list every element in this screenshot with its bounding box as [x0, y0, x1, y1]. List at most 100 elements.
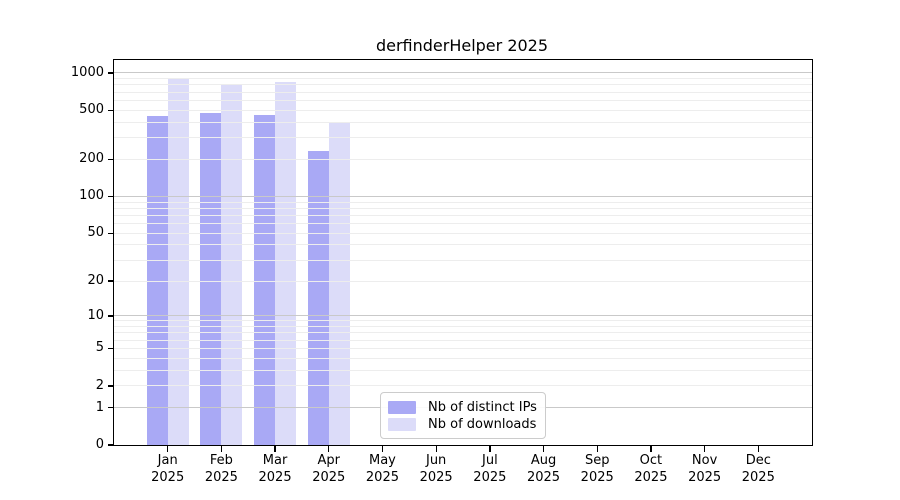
x-tick-mar	[274, 446, 276, 452]
chart-title: derfinderHelper 2025	[375, 36, 549, 55]
x-tick-month: Jun	[425, 453, 447, 468]
x-tick-year: 2025	[688, 470, 722, 485]
x-tick-label-nov: Nov 2025	[675, 452, 735, 486]
x-tick-jan	[167, 446, 169, 452]
legend: Nb of distinct IPs Nb of downloads	[380, 392, 546, 439]
x-tick-label-sep: Sep 2025	[567, 452, 627, 486]
y-tick-label-20: 20	[87, 273, 104, 288]
gridline-5	[114, 347, 812, 349]
gridline-100	[114, 195, 812, 197]
x-tick-month: Aug	[530, 453, 557, 468]
x-tick-month: Jul	[482, 453, 498, 468]
gridline-2	[114, 385, 812, 387]
y-tick-label-2: 2	[95, 377, 104, 393]
gridline-9	[114, 320, 812, 322]
x-tick-label-feb: Feb 2025	[191, 452, 251, 486]
x-tick-month: Sep	[584, 453, 610, 468]
x-tick-label-aug: Aug 2025	[514, 452, 574, 486]
y-tick-1000	[108, 72, 114, 74]
bar-feb-downloads	[221, 84, 243, 445]
y-tick-5	[108, 347, 114, 350]
x-tick-month: Feb	[209, 453, 233, 468]
gridline-300	[114, 137, 812, 139]
legend-swatch-downloads	[388, 417, 416, 431]
x-tick-label-jun: Jun 2025	[406, 452, 466, 486]
y-tick-label-500: 500	[79, 102, 104, 118]
x-tick-aug	[542, 446, 545, 452]
gridline-3	[114, 369, 812, 371]
y-tick-20	[108, 280, 114, 282]
x-tick-year: 2025	[634, 470, 668, 485]
x-tick-year: 2025	[312, 470, 346, 485]
x-tick-year: 2025	[526, 470, 561, 485]
bar-jan-downloads	[167, 77, 189, 445]
x-tick-label-jul: Jul 2025	[460, 452, 520, 486]
gridline-400	[114, 121, 812, 123]
y-tick-label-5: 5	[95, 340, 104, 356]
x-tick-oct	[650, 446, 652, 452]
x-tick-jul	[489, 446, 491, 452]
bar-apr-distinct-ips	[307, 150, 329, 445]
bar-feb-distinct-ips	[200, 113, 222, 445]
gridline-7	[114, 332, 812, 334]
gridline-10	[114, 315, 812, 317]
x-tick-month: Mar	[262, 453, 288, 468]
y-tick-200	[108, 158, 114, 161]
y-tick-label-0: 0	[95, 437, 104, 452]
plot-area: Nb of distinct IPs Nb of downloads	[113, 59, 813, 446]
y-tick-label-1: 1	[95, 399, 104, 415]
y-tick-label-50: 50	[87, 225, 104, 241]
legend-label-distinct-ips: Nb of distinct IPs	[428, 399, 537, 415]
x-tick-month: Jan	[157, 453, 178, 468]
x-tick-year: 2025	[258, 470, 292, 485]
x-tick-label-mar: Mar 2025	[245, 452, 305, 486]
gridline-80	[114, 207, 812, 209]
x-tick-year: 2025	[473, 470, 507, 485]
x-tick-month: Oct	[639, 453, 663, 468]
x-tick-label-dec: Dec 2025	[728, 452, 788, 486]
x-tick-year: 2025	[580, 470, 614, 485]
y-tick-2	[108, 385, 114, 387]
bar-apr-downloads	[328, 122, 350, 445]
x-tick-label-apr: Apr 2025	[299, 452, 359, 486]
gridline-4	[114, 357, 812, 359]
gridline-30	[114, 259, 812, 261]
gridline-50	[114, 232, 812, 234]
y-tick-label-100: 100	[79, 188, 104, 204]
y-tick-500	[108, 109, 114, 111]
gridline-1000	[114, 72, 812, 74]
x-tick-label-jan: Jan 2025	[138, 452, 198, 486]
y-tick-100	[108, 195, 114, 198]
gridline-40	[114, 244, 812, 246]
gridline-90	[114, 201, 812, 203]
x-tick-sep	[596, 446, 598, 452]
x-tick-month: Nov	[691, 453, 718, 468]
y-tick-10	[108, 315, 114, 317]
x-tick-apr	[328, 446, 330, 452]
x-tick-dec	[757, 446, 759, 452]
gridline-900	[114, 78, 812, 80]
gridline-800	[114, 84, 812, 86]
gridline-700	[114, 91, 812, 93]
gridline-600	[114, 99, 812, 101]
x-tick-month: Dec	[745, 453, 771, 468]
legend-label-downloads: Nb of downloads	[428, 416, 537, 432]
y-tick-1	[108, 407, 114, 409]
gridline-6	[114, 339, 812, 341]
x-tick-month: Apr	[317, 453, 341, 468]
legend-swatch-distinct-ips	[388, 400, 416, 414]
x-tick-year: 2025	[365, 470, 399, 485]
x-tick-label-may: May 2025	[352, 452, 412, 486]
x-tick-label-oct: Oct 2025	[621, 452, 681, 486]
x-tick-nov	[704, 446, 706, 452]
gridline-500	[114, 109, 812, 111]
legend-item-distinct-ips: Nb of distinct IPs	[388, 399, 537, 415]
x-tick-year: 2025	[204, 470, 238, 485]
y-tick-0	[108, 444, 114, 446]
x-tick-may	[381, 446, 384, 452]
x-tick-jun	[435, 446, 437, 452]
bar-jan-distinct-ips	[146, 115, 168, 445]
bar-mar-downloads	[275, 81, 297, 445]
x-tick-year: 2025	[151, 470, 185, 485]
